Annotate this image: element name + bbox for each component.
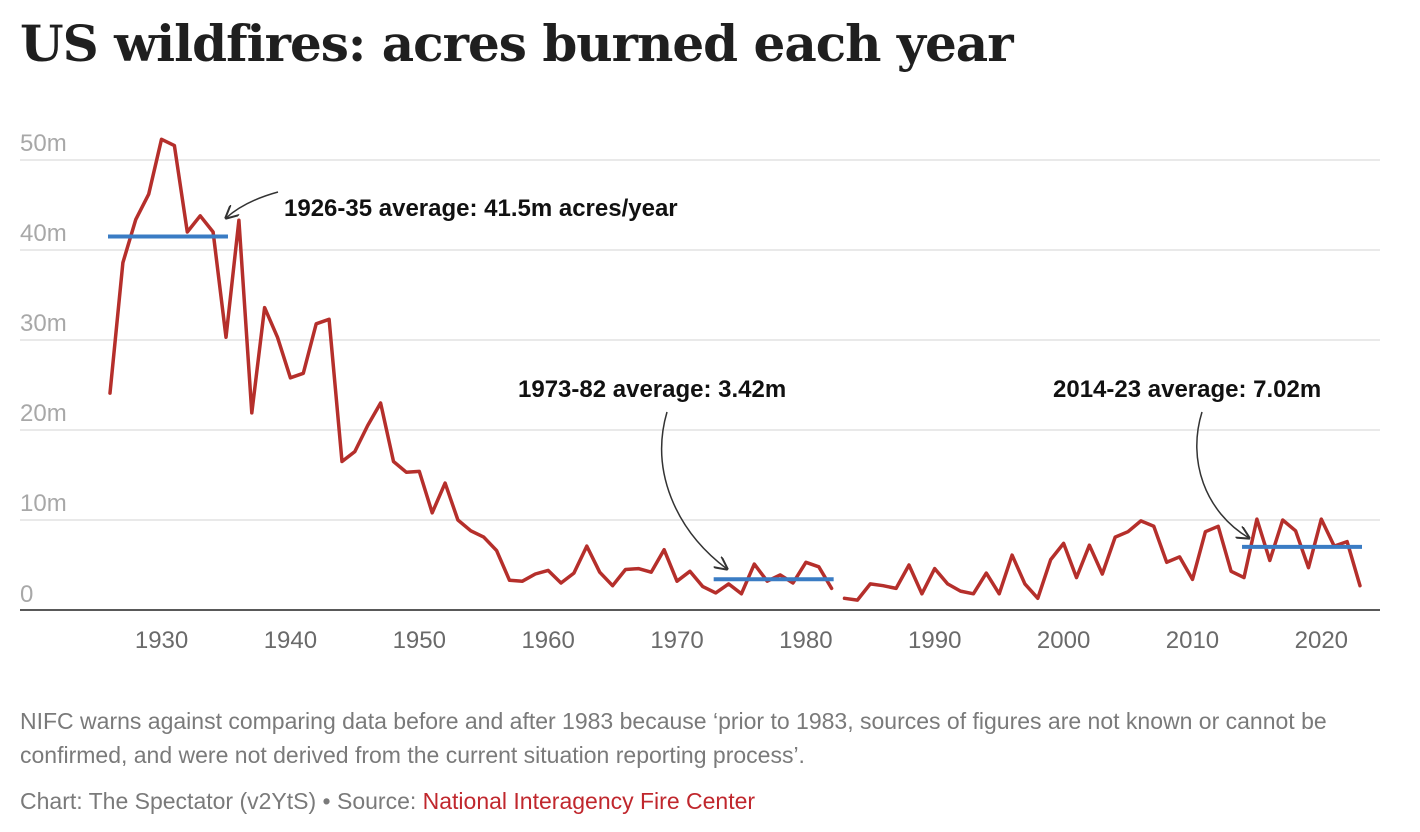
- x-tick-label: 1930: [135, 627, 188, 654]
- y-tick-label: 40m: [20, 220, 67, 247]
- x-axis-ticks: 1930 1940 1950 1960 1970 1980 1990 2000 2010 2020: [135, 627, 1348, 654]
- gridlines: [20, 159, 1380, 521]
- arrow-2014-23-average: [1196, 411, 1249, 538]
- annotations: 1926-35 average: 41.5m acres/year 1973-8…: [226, 191, 1321, 569]
- x-tick-label: 1960: [521, 627, 574, 654]
- arrow-1926-35-average: [226, 191, 279, 218]
- average-lines: [108, 234, 1362, 582]
- chart-footnote: NIFC warns against comparing data before…: [20, 708, 1327, 768]
- y-tick-label: 10m: [20, 490, 67, 517]
- y-tick-label: 0: [20, 581, 33, 608]
- y-axis-ticks: 0 10m 20m 30m 40m 50m: [20, 130, 67, 608]
- series-line-1983-onward: [842, 517, 1362, 602]
- credit-prefix: Chart: The Spectator (v2YtS) • Source:: [20, 788, 423, 814]
- source-link[interactable]: National Interagency Fire Center: [422, 788, 756, 814]
- x-tick-label: 1980: [779, 627, 832, 654]
- x-tick-label: 1990: [908, 627, 961, 654]
- series-line-pre-1983: [108, 137, 834, 596]
- x-tick-label: 2010: [1166, 627, 1219, 654]
- chart-credit: Chart: The Spectator (v2YtS) • Source: N…: [20, 788, 755, 815]
- x-tick-label: 1970: [650, 627, 703, 654]
- x-tick-label: 1950: [393, 627, 446, 654]
- chart-title: US wildfires: acres burned each year: [20, 14, 1014, 73]
- y-tick-label: 50m: [20, 130, 67, 157]
- annotation-1926-35-average: 1926-35 average: 41.5m acres/year: [284, 195, 678, 222]
- y-tick-label: 20m: [20, 400, 67, 427]
- annotation-1973-82-average: 1973-82 average: 3.42m: [518, 376, 786, 403]
- arrow-1973-82-average: [660, 411, 727, 569]
- x-tick-label: 2000: [1037, 627, 1090, 654]
- annotation-2014-23-average: 2014-23 average: 7.02m: [1053, 376, 1321, 403]
- x-tick-label: 1940: [264, 627, 317, 654]
- line-chart: 0 10m 20m 30m 40m 50m 1930 1940 1950 1960 1970 198…: [20, 130, 1380, 654]
- x-tick-label: 2020: [1295, 627, 1348, 654]
- y-tick-label: 30m: [20, 310, 67, 337]
